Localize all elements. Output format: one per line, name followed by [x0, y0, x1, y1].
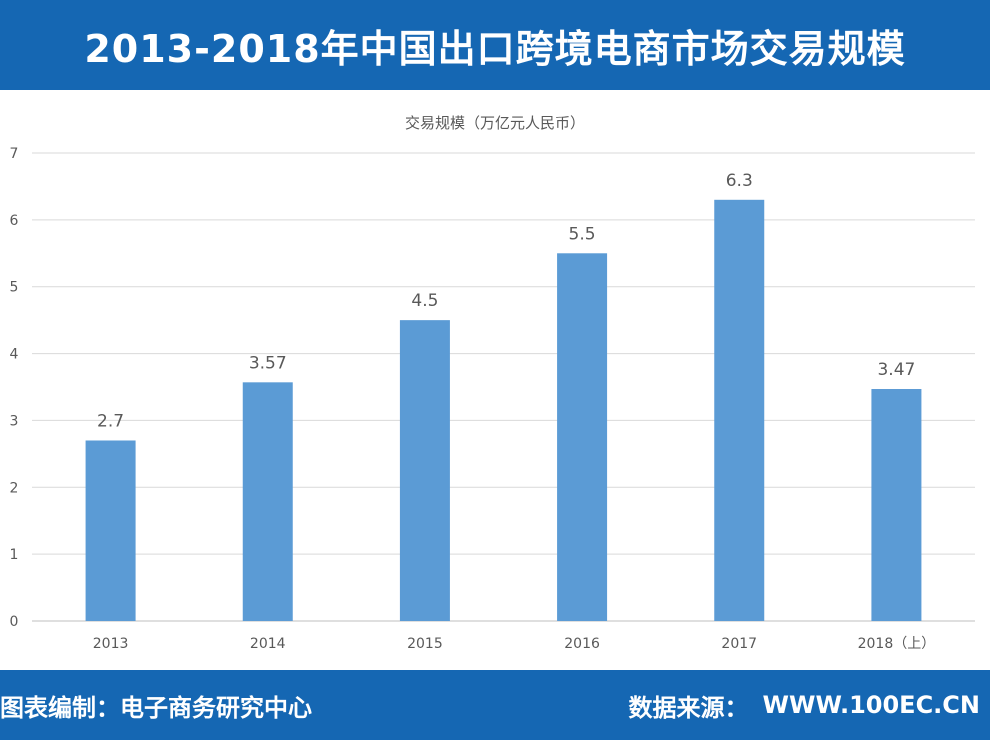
bars [85, 199, 922, 622]
x-tick-label: 2013 [93, 636, 129, 652]
bar-chart: 交易规模（万亿元人民币） 0 1 2 3 4 5 6 7 2.7 3.57 4.5 5.5 6.3 3.… [10, 114, 975, 652]
header-banner: 2013-2018年中国出口跨境电商市场交易规模 [0, 0, 990, 90]
bar [242, 382, 293, 621]
y-axis-ticks: 0 1 2 3 4 5 6 7 [10, 146, 19, 630]
footer-banner: 图表编制：电子商务研究中心 数据来源： WWW.100EC.CN [0, 670, 990, 740]
bar [557, 253, 608, 622]
data-label: 4.5 [411, 291, 438, 311]
chart-area: 交易规模（万亿元人民币） 0 1 2 3 4 5 6 7 2.7 3.57 4.5 5.5 6.3 3.… [0, 90, 990, 670]
x-tick-label: 2015 [407, 636, 443, 652]
bar [399, 320, 450, 621]
y-tick-label: 1 [10, 547, 19, 563]
data-labels: 2.7 3.57 4.5 5.5 6.3 3.47 [97, 171, 915, 432]
chart-credit: 图表编制：电子商务研究中心 [0, 693, 312, 722]
bar [871, 389, 922, 621]
page-title: 2013-2018年中国出口跨境电商市场交易规模 [84, 26, 906, 71]
gridlines [32, 152, 975, 622]
x-tick-label: 2018（上） [858, 636, 936, 652]
data-source-label: 数据来源： [628, 693, 749, 722]
y-tick-label: 4 [10, 347, 19, 363]
data-label: 3.47 [877, 360, 915, 380]
chart-title: 交易规模（万亿元人民币） [405, 114, 585, 132]
data-label: 2.7 [97, 411, 124, 431]
y-tick-label: 7 [10, 146, 19, 162]
data-label: 5.5 [569, 224, 596, 244]
x-axis-ticks: 2013 2014 2015 2016 2017 2018（上） [93, 636, 935, 652]
x-tick-label: 2014 [250, 636, 286, 652]
data-source-url: WWW.100EC.CN [762, 691, 981, 719]
bar [714, 199, 765, 622]
y-tick-label: 2 [10, 480, 19, 496]
y-tick-label: 0 [10, 614, 19, 630]
x-tick-label: 2017 [721, 636, 757, 652]
x-tick-label: 2016 [564, 636, 600, 652]
bar [85, 440, 136, 621]
data-label: 3.57 [249, 353, 287, 373]
y-tick-label: 5 [10, 280, 19, 296]
y-tick-label: 6 [10, 213, 19, 229]
data-source: 数据来源： WWW.100EC.CN [629, 670, 981, 740]
y-tick-label: 3 [10, 413, 19, 429]
data-label: 6.3 [726, 171, 753, 191]
